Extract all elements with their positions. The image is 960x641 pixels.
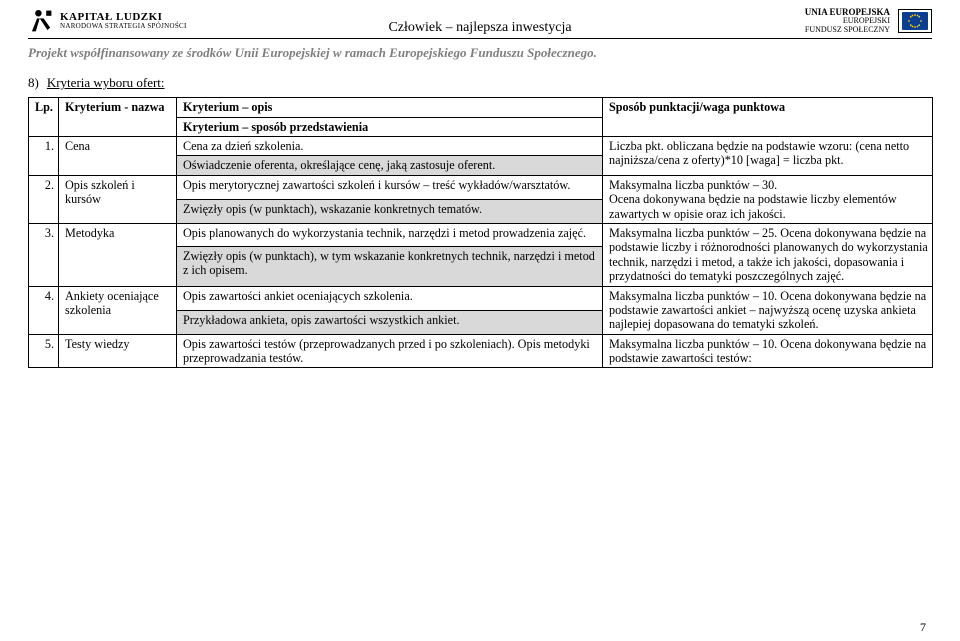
cell-lp: 2.: [29, 175, 59, 223]
cell-name: Cena: [59, 137, 177, 176]
cell-name: Opis szkoleń i kursów: [59, 175, 177, 223]
cell-desc-bot: Zwięzły opis (w punktach), w tym wskazan…: [177, 246, 603, 286]
head-score: Sposób punktacji/waga punktowa: [603, 98, 933, 137]
cell-desc-top: Opis zawartości ankiet oceniających szko…: [177, 286, 603, 310]
table-row: 5. Testy wiedzy Opis zawartości testów (…: [29, 334, 933, 368]
cell-name: Ankiety oceniające szkolenia: [59, 286, 177, 334]
cell-desc-bot: Przykładowa ankieta, opis zawartości wsz…: [177, 310, 603, 334]
section-heading: 8) Kryteria wyboru ofert:: [28, 75, 960, 91]
cell-desc-bot: Zwięzły opis (w punktach), wskazanie kon…: [177, 199, 603, 223]
kl-sub: NARODOWA STRATEGIA SPÓJNOŚCI: [60, 23, 187, 30]
cell-name: Metodyka: [59, 223, 177, 286]
cell-desc-top: Opis merytorycznej zawartości szkoleń i …: [177, 175, 603, 199]
page-number: 7: [920, 620, 926, 635]
eu-line3: FUNDUSZ SPOŁECZNY: [805, 26, 890, 34]
table-row: 2. Opis szkoleń i kursów Opis merytorycz…: [29, 175, 933, 199]
header-right: UNIA EUROPEJSKA EUROPEJSKI FUNDUSZ SPOŁE…: [805, 8, 932, 34]
kl-text: KAPITAŁ LUDZKI NARODOWA STRATEGIA SPÓJNO…: [60, 12, 187, 30]
table-row: 1. Cena Cena za dzień szkolenia. Liczba …: [29, 137, 933, 156]
eu-text: UNIA EUROPEJSKA EUROPEJSKI FUNDUSZ SPOŁE…: [805, 8, 890, 34]
kapital-ludzki-icon: [28, 8, 54, 34]
cell-desc-top: Cena za dzień szkolenia.: [177, 137, 603, 156]
cell-score: Liczba pkt. obliczana będzie na podstawi…: [603, 137, 933, 176]
cell-lp: 3.: [29, 223, 59, 286]
cell-score: Maksymalna liczba punktów – 10. Ocena do…: [603, 334, 933, 368]
cell-lp: 5.: [29, 334, 59, 368]
section-number: 8): [28, 75, 39, 90]
eu-flag-icon: [898, 9, 932, 33]
criteria-table: Lp. Kryterium - nazwa Kryterium – opis S…: [28, 97, 933, 368]
project-line: Projekt współfinansowany ze środków Unii…: [28, 45, 932, 61]
cell-desc-top: Opis planowanych do wykorzystania techni…: [177, 223, 603, 246]
cell-desc-top: Opis zawartości testów (przeprowadzanych…: [177, 334, 603, 368]
header-left: KAPITAŁ LUDZKI NARODOWA STRATEGIA SPÓJNO…: [28, 8, 187, 34]
cell-name: Testy wiedzy: [59, 334, 177, 368]
section-title: Kryteria wyboru ofert:: [47, 75, 165, 90]
head-desc-sub: Kryterium – sposób przedstawienia: [177, 117, 603, 136]
cell-desc-bot: Oświadczenie oferenta, określające cenę,…: [177, 156, 603, 175]
cell-lp: 4.: [29, 286, 59, 334]
table-row: 4. Ankiety oceniające szkolenia Opis zaw…: [29, 286, 933, 310]
cell-score: Maksymalna liczba punktów – 25. Ocena do…: [603, 223, 933, 286]
table-header-row: Lp. Kryterium - nazwa Kryterium – opis S…: [29, 98, 933, 117]
cell-lp: 1.: [29, 137, 59, 176]
head-name: Kryterium - nazwa: [59, 98, 177, 137]
table-row: 3. Metodyka Opis planowanych do wykorzys…: [29, 223, 933, 246]
cell-score: Maksymalna liczba punktów – 10. Ocena do…: [603, 286, 933, 334]
head-lp: Lp.: [29, 98, 59, 137]
header-rule: [28, 38, 932, 39]
cell-score: Maksymalna liczba punktów – 30. Ocena do…: [603, 175, 933, 223]
head-desc: Kryterium – opis: [177, 98, 603, 117]
